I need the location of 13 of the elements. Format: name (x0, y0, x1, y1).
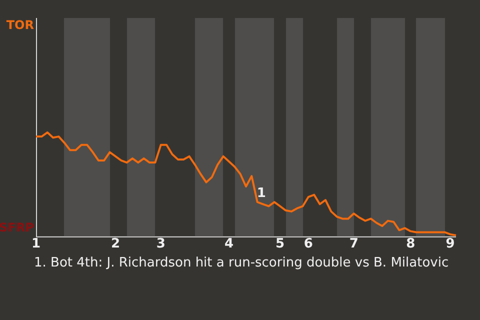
x-tick-label: 6 (304, 236, 313, 252)
annotation: 1 (256, 186, 266, 201)
x-tick-label: 2 (110, 236, 120, 252)
text: TOR (6, 18, 34, 32)
x-tick-label: 9 (446, 236, 455, 252)
text: 1. Bot 4th: J. Richardson hit a run-scoring double vs B. Milatovic (34, 255, 449, 270)
x-tick-label: 4 (224, 236, 234, 252)
x-tick-label: 7 (349, 236, 358, 252)
x-tick-label: 3 (156, 236, 166, 252)
x-tick-label: 5 (276, 236, 285, 252)
x-tick-label: 8 (406, 236, 416, 252)
x-tick-label: 1 (31, 236, 41, 252)
text: SFRP (0, 220, 34, 235)
